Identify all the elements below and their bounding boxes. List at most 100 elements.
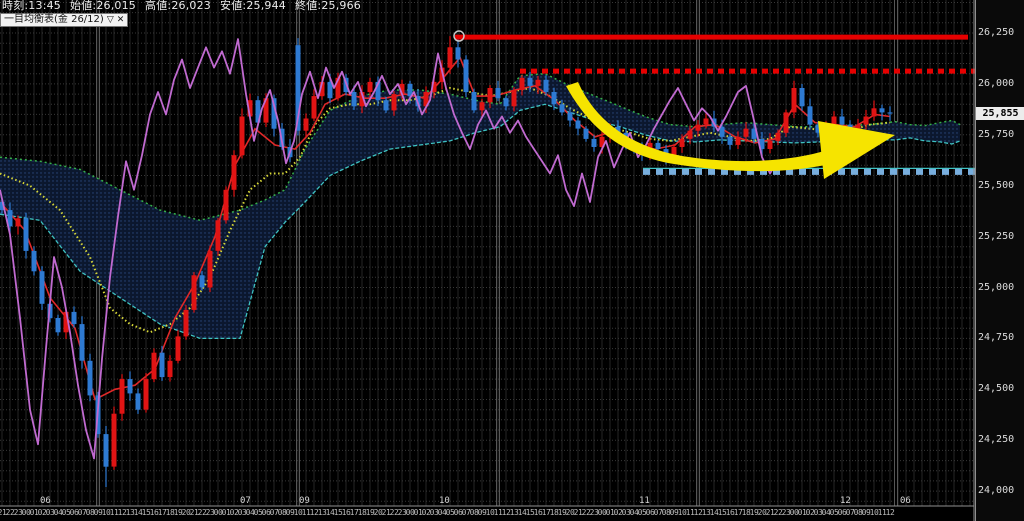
hour-label: 15 xyxy=(717,508,727,517)
ohlc-readout: 時刻:13:45 始値:26,015 高値:26,023 安値:25,944 終値:25… xyxy=(2,0,370,12)
hour-label: 12 xyxy=(117,508,127,517)
hour-label: 20 xyxy=(373,508,383,517)
hour-label: 12 xyxy=(885,508,895,517)
price-tick-label: 25,250 xyxy=(978,230,1015,242)
hour-label: 18 xyxy=(165,508,175,517)
hour-label: 20 xyxy=(757,508,767,517)
price-tick-label: 24,000 xyxy=(978,485,1015,497)
time-readout: 時刻:13:45 xyxy=(2,0,62,12)
hour-label: 11 xyxy=(685,508,695,517)
hour-label: 14 xyxy=(133,508,143,517)
hour-label: 13 xyxy=(509,508,519,517)
hour-label: 03 xyxy=(621,508,631,517)
hour-label: 07 xyxy=(845,508,855,517)
price-tick-label: 26,000 xyxy=(978,77,1015,89)
hour-label: 22 xyxy=(773,508,783,517)
hour-label: 22 xyxy=(197,508,207,517)
price-tick-label: 24,500 xyxy=(978,383,1015,395)
date-label: 12 xyxy=(840,496,851,506)
hour-label: 17 xyxy=(157,508,167,517)
hour-label: 01 xyxy=(221,508,231,517)
chikou-line xyxy=(0,38,776,460)
hour-label: 05 xyxy=(445,508,455,517)
chart-plot-area[interactable]: 時刻:13:45 始値:26,015 高値:26,023 安値:25,944 終値:25… xyxy=(0,0,975,521)
hour-label: 04 xyxy=(437,508,447,517)
hour-label: 18 xyxy=(357,508,367,517)
hour-label: 23 xyxy=(781,508,791,517)
hour-label: 03 xyxy=(237,508,247,517)
hour-label: 11 xyxy=(877,508,887,517)
hour-label: 23 xyxy=(397,508,407,517)
circle-marker xyxy=(453,30,465,42)
hour-label: 15 xyxy=(525,508,535,517)
hour-label: 02 xyxy=(37,508,47,517)
price-tick-label: 25,500 xyxy=(978,179,1015,191)
hour-label: 01 xyxy=(413,508,423,517)
hour-label: 13 xyxy=(701,508,711,517)
price-chart-canvas[interactable] xyxy=(0,0,975,521)
hour-label: 10 xyxy=(869,508,879,517)
hour-label: 09 xyxy=(669,508,679,517)
hour-label: 09 xyxy=(93,508,103,517)
hour-label: 02 xyxy=(421,508,431,517)
hour-label: 19 xyxy=(749,508,759,517)
hour-label: 04 xyxy=(245,508,255,517)
hour-label: 17 xyxy=(733,508,743,517)
hour-label: 21 xyxy=(0,508,7,517)
price-tick-label: 24,750 xyxy=(978,332,1015,344)
date-label: 09 xyxy=(299,496,310,506)
hour-label: 02 xyxy=(613,508,623,517)
indicator-close-icon[interactable]: ✕ xyxy=(116,15,125,25)
hour-label: 01 xyxy=(29,508,39,517)
hour-label: 09 xyxy=(861,508,871,517)
hour-label: 22 xyxy=(5,508,15,517)
close-readout: 終値:25,966 xyxy=(295,0,362,12)
hour-label: 10 xyxy=(485,508,495,517)
hour-label: 23 xyxy=(589,508,599,517)
hour-label: 06 xyxy=(261,508,271,517)
low-readout: 安値:25,944 xyxy=(220,0,287,12)
hour-label: 03 xyxy=(813,508,823,517)
hour-label: 05 xyxy=(61,508,71,517)
hour-label: 20 xyxy=(181,508,191,517)
hour-label: 05 xyxy=(829,508,839,517)
indicator-label: 一目均衡表(金 26/12) xyxy=(4,14,104,25)
hour-label: 13 xyxy=(317,508,327,517)
hour-label: 16 xyxy=(149,508,159,517)
hour-label: 16 xyxy=(533,508,543,517)
hour-label: 14 xyxy=(709,508,719,517)
hour-label: 21 xyxy=(765,508,775,517)
hour-label: 23 xyxy=(13,508,23,517)
hour-label: 08 xyxy=(277,508,287,517)
hour-label: 08 xyxy=(661,508,671,517)
open-readout: 始値:26,015 xyxy=(70,0,137,12)
hour-label: 10 xyxy=(677,508,687,517)
hour-label: 22 xyxy=(581,508,591,517)
hour-label: 08 xyxy=(469,508,479,517)
indicator-collapse-button[interactable]: ▽ xyxy=(106,15,114,25)
hour-label: 11 xyxy=(109,508,119,517)
hour-label: 09 xyxy=(285,508,295,517)
hour-label: 12 xyxy=(693,508,703,517)
hour-label: 19 xyxy=(557,508,567,517)
annotations xyxy=(453,30,975,175)
hour-label: 05 xyxy=(253,508,263,517)
current-price-value: 25,855 xyxy=(982,108,1019,120)
hour-label: 02 xyxy=(805,508,815,517)
hour-label: 01 xyxy=(797,508,807,517)
hour-label: 17 xyxy=(541,508,551,517)
hour-label: 18 xyxy=(549,508,559,517)
hour-label: 19 xyxy=(365,508,375,517)
hour-label: 21 xyxy=(189,508,199,517)
hour-label: 00 xyxy=(597,508,607,517)
hour-label: 15 xyxy=(333,508,343,517)
high-readout: 高値:26,023 xyxy=(145,0,212,12)
hour-label: 01 xyxy=(605,508,615,517)
hour-label: 06 xyxy=(645,508,655,517)
hour-label: 08 xyxy=(85,508,95,517)
hour-label: 07 xyxy=(77,508,87,517)
hour-label: 13 xyxy=(125,508,135,517)
price-tick-label: 24,250 xyxy=(978,434,1015,446)
hour-label: 23 xyxy=(205,508,215,517)
